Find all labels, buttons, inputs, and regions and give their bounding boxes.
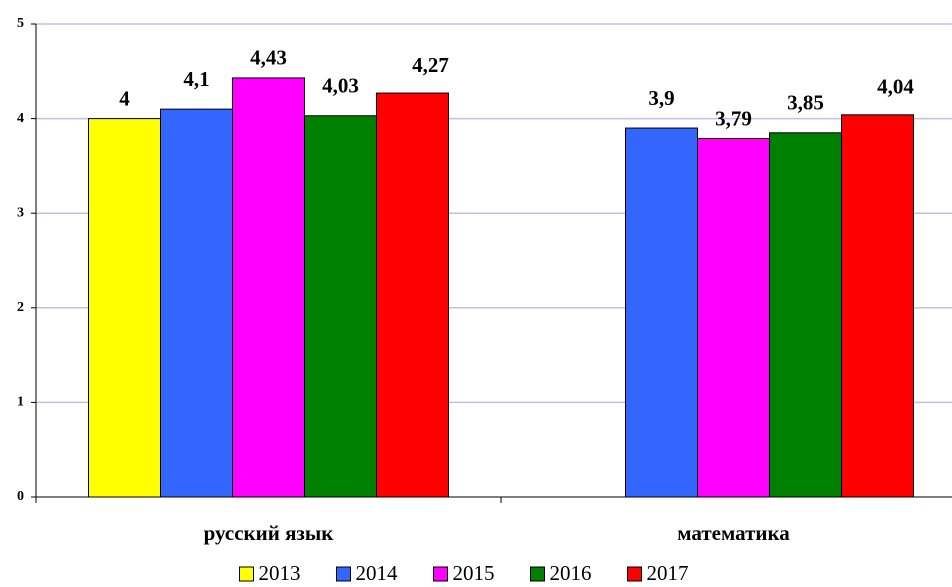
bar bbox=[697, 137, 770, 498]
bar bbox=[376, 92, 449, 498]
legend-label: 2017 bbox=[647, 561, 689, 585]
legend-swatch bbox=[433, 566, 448, 582]
y-tick-label: 2 bbox=[17, 300, 24, 315]
bar bbox=[769, 132, 842, 498]
legend-swatch bbox=[627, 566, 642, 582]
y-tick-label: 1 bbox=[17, 395, 24, 410]
y-tick-label: 5 bbox=[17, 16, 24, 31]
value-label: 4,1 bbox=[183, 67, 209, 91]
legend-swatch bbox=[336, 566, 351, 582]
bar bbox=[304, 115, 377, 498]
y-tick-label: 3 bbox=[17, 205, 24, 220]
value-label: 4,03 bbox=[322, 74, 359, 98]
value-label: 3,85 bbox=[787, 91, 824, 115]
bar bbox=[88, 118, 161, 498]
bar bbox=[841, 114, 914, 498]
legend-swatch bbox=[239, 566, 254, 582]
y-tick-label: 0 bbox=[17, 489, 24, 504]
bar bbox=[160, 108, 233, 498]
value-label: 4,43 bbox=[250, 46, 287, 70]
value-label: 3,9 bbox=[648, 86, 674, 110]
value-label: 4,04 bbox=[877, 75, 914, 99]
legend-label: 2014 bbox=[356, 561, 399, 585]
legend-swatch bbox=[530, 566, 545, 582]
value-label: 4 bbox=[119, 86, 130, 110]
value-label: 3,79 bbox=[715, 106, 752, 130]
value-label: 4,27 bbox=[412, 53, 449, 77]
bar bbox=[625, 127, 698, 498]
bar bbox=[232, 77, 305, 498]
x-tick-label: математика bbox=[677, 521, 790, 545]
x-tick-label: русский язык bbox=[204, 521, 335, 545]
legend-label: 2015 bbox=[453, 561, 495, 585]
legend-label: 2013 bbox=[259, 561, 301, 585]
y-tick-label: 4 bbox=[17, 111, 24, 126]
legend-label: 2016 bbox=[550, 561, 592, 585]
